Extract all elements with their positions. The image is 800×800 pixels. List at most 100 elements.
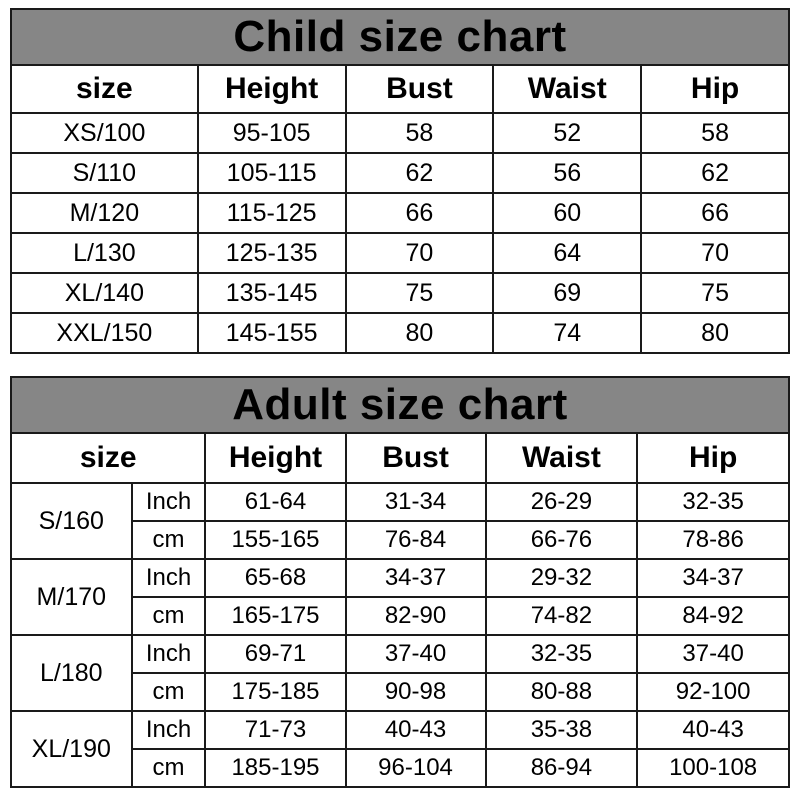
cell-bust: 58 <box>344 112 495 154</box>
cell-bust: 82-90 <box>344 596 487 636</box>
cell-height: 105-115 <box>196 152 347 194</box>
cell-size: M/120 <box>10 192 199 234</box>
cell-bust: 70 <box>344 232 495 274</box>
cell-waist: 86-94 <box>484 748 639 788</box>
table-row: S/110 105-115 62 56 62 <box>10 152 790 194</box>
cell-hip: 37-40 <box>636 634 790 674</box>
cell-hip: 62 <box>640 152 790 194</box>
child-header-waist: Waist <box>492 64 643 114</box>
cell-hip: 75 <box>640 272 790 314</box>
cell-height: 115-125 <box>196 192 347 234</box>
cell-waist: 80-88 <box>484 672 639 712</box>
cell-height: 175-185 <box>204 672 347 712</box>
cell-height: 185-195 <box>204 748 347 788</box>
child-header-height: Height <box>196 64 347 114</box>
table-row: XS/100 95-105 58 52 58 <box>10 112 790 154</box>
cell-bust: 62 <box>344 152 495 194</box>
cell-size: L/180 <box>10 634 133 712</box>
child-header-hip: Hip <box>640 64 790 114</box>
cell-waist: 69 <box>492 272 643 314</box>
cell-unit-cm: cm <box>130 520 207 560</box>
adult-header-hip: Hip <box>636 432 790 484</box>
cell-height: 61-64 <box>204 482 347 522</box>
cell-waist: 35-38 <box>484 710 639 750</box>
cell-unit-inch: Inch <box>130 634 207 674</box>
cell-unit-inch: Inch <box>130 710 207 750</box>
cell-height: 71-73 <box>204 710 347 750</box>
table-row: XL/140 135-145 75 69 75 <box>10 272 790 314</box>
cell-size: XL/190 <box>10 710 133 788</box>
adult-header-waist: Waist <box>484 432 639 484</box>
cell-hip: 92-100 <box>636 672 790 712</box>
cell-waist: 29-32 <box>484 558 639 598</box>
cell-height: 95-105 <box>196 112 347 154</box>
cell-bust: 75 <box>344 272 495 314</box>
cell-size: S/110 <box>10 152 199 194</box>
adult-header-row: size Height Bust Waist Hip <box>9 432 790 484</box>
table-row: L/130 125-135 70 64 70 <box>10 232 790 274</box>
cell-hip: 70 <box>640 232 790 274</box>
adult-header-bust: Bust <box>344 432 487 484</box>
table-row-inch: L/180 Inch 69-71 37-40 32-35 37-40 <box>10 634 790 712</box>
cell-hip: 100-108 <box>636 748 790 788</box>
table-row-cm: cm 175-185 90-98 80-88 92-100 <box>11 672 790 712</box>
cell-hip: 40-43 <box>636 710 790 750</box>
cell-bust: 34-37 <box>344 558 487 598</box>
adult-size-chart-section: Adult size chart size Height Bust Waist … <box>9 376 790 788</box>
cell-bust: 90-98 <box>344 672 487 712</box>
cell-hip: 34-37 <box>636 558 790 598</box>
cell-height: 135-145 <box>196 272 347 314</box>
cell-unit-cm: cm <box>130 748 207 788</box>
cell-bust: 76-84 <box>344 520 487 560</box>
cell-bust: 80 <box>344 312 495 354</box>
cell-height: 69-71 <box>204 634 347 674</box>
table-row-inch: S/160 Inch 61-64 31-34 26-29 32-35 <box>10 482 790 560</box>
child-header-bust: Bust <box>344 64 495 114</box>
child-chart-title: Child size chart <box>10 8 790 64</box>
cell-size: S/160 <box>10 482 133 560</box>
cell-height: 125-135 <box>196 232 347 274</box>
cell-bust: 96-104 <box>344 748 487 788</box>
cell-hip: 32-35 <box>636 482 790 522</box>
cell-hip: 78-86 <box>636 520 790 560</box>
cell-size: XL/140 <box>10 272 199 314</box>
child-header-row: size Height Bust Waist Hip <box>10 64 790 114</box>
cell-height: 155-165 <box>204 520 347 560</box>
cell-size: XS/100 <box>10 112 199 154</box>
table-row: XXL/150 145-155 80 74 80 <box>10 312 790 354</box>
cell-waist: 64 <box>492 232 643 274</box>
cell-hip: 58 <box>640 112 790 154</box>
adult-size-table: size Height Bust Waist Hip S/160 Inch 61… <box>9 432 790 788</box>
adult-header-height: Height <box>204 432 347 484</box>
cell-hip: 66 <box>640 192 790 234</box>
cell-unit-cm: cm <box>130 672 207 712</box>
table-row-inch: M/170 Inch 65-68 34-37 29-32 34-37 <box>10 558 790 636</box>
adult-header-size: size <box>9 432 207 484</box>
cell-waist: 60 <box>492 192 643 234</box>
table-row-cm: cm 155-165 76-84 66-76 78-86 <box>11 520 790 560</box>
cell-unit-inch: Inch <box>130 558 207 598</box>
cell-hip: 80 <box>640 312 790 354</box>
cell-bust: 66 <box>344 192 495 234</box>
cell-height: 145-155 <box>196 312 347 354</box>
child-header-size: size <box>10 64 199 114</box>
table-row-cm: cm 165-175 82-90 74-82 84-92 <box>11 596 790 636</box>
cell-unit-inch: Inch <box>130 482 207 522</box>
child-size-table: size Height Bust Waist Hip XS/100 95-105… <box>10 64 790 354</box>
cell-waist: 26-29 <box>484 482 639 522</box>
cell-size: M/170 <box>10 558 133 636</box>
cell-waist: 56 <box>492 152 643 194</box>
child-size-chart-section: Child size chart size Height Bust Waist … <box>10 8 790 354</box>
cell-height: 65-68 <box>204 558 347 598</box>
cell-waist: 66-76 <box>484 520 639 560</box>
table-row: M/120 115-125 66 60 66 <box>10 192 790 234</box>
table-row-cm: cm 185-195 96-104 86-94 100-108 <box>11 748 790 788</box>
cell-waist: 74-82 <box>484 596 639 636</box>
cell-height: 165-175 <box>204 596 347 636</box>
cell-waist: 74 <box>492 312 643 354</box>
cell-hip: 84-92 <box>636 596 790 636</box>
cell-bust: 37-40 <box>344 634 487 674</box>
cell-waist: 32-35 <box>484 634 639 674</box>
cell-size: L/130 <box>10 232 199 274</box>
